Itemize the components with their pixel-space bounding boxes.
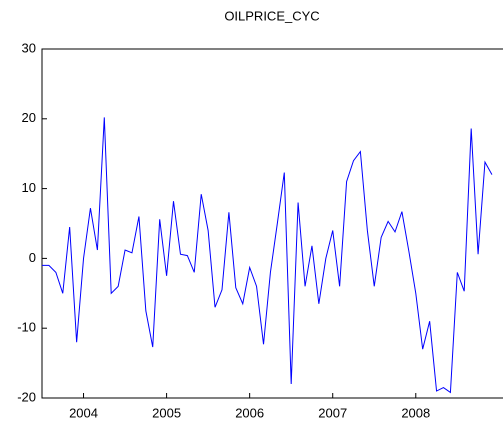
plot-frame bbox=[41, 48, 503, 399]
y-tick-label: 0 bbox=[29, 250, 36, 265]
chart-title: OILPRICE_CYC bbox=[224, 8, 319, 23]
x-tick-label: 2007 bbox=[318, 405, 347, 420]
y-tick-label: -10 bbox=[17, 320, 36, 335]
y-tick-label: -20 bbox=[17, 389, 36, 404]
x-tick-label: 2006 bbox=[235, 405, 264, 420]
y-tick-label: 10 bbox=[22, 180, 36, 195]
y-tick-label: 30 bbox=[22, 40, 36, 55]
x-tick-label: 2005 bbox=[152, 405, 181, 420]
x-tick-label: 2004 bbox=[69, 405, 98, 420]
x-tick-label: 2008 bbox=[401, 405, 430, 420]
data-line bbox=[42, 117, 493, 394]
y-tick-label: 20 bbox=[22, 110, 36, 125]
